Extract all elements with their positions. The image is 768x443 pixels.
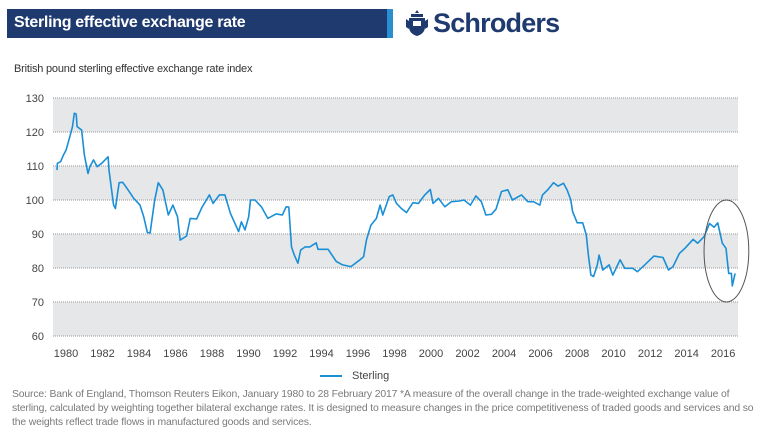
crest-icon: [406, 10, 428, 36]
x-tick-label: 2012: [638, 348, 662, 360]
schroders-logo: Schroders: [405, 7, 560, 38]
x-tick-label: 2004: [492, 348, 516, 360]
legend-swatch-sterling: [320, 375, 342, 377]
y-tick-label: 90: [32, 229, 44, 241]
title-accent: [387, 9, 393, 38]
x-tick-label: 2008: [565, 348, 589, 360]
x-tick-label: 2002: [455, 348, 479, 360]
legend: Sterling: [320, 370, 389, 382]
grid-band: [53, 166, 738, 200]
y-tick-label: 80: [32, 263, 44, 275]
x-tick-label: 1990: [236, 348, 260, 360]
brand-name: Schroders: [433, 7, 560, 38]
y-tick-label: 110: [26, 161, 44, 173]
legend-label-sterling: Sterling: [352, 370, 390, 382]
x-tick-label: 2016: [711, 348, 735, 360]
source-note: Source: Bank of England, Thomson Reuters…: [12, 389, 754, 428]
y-tick-label: 130: [26, 93, 44, 105]
x-tick-label: 1984: [127, 348, 151, 360]
chart-subtitle: British pound sterling effective exchang…: [14, 63, 253, 75]
grid-band: [53, 234, 738, 268]
x-tick-label: 1996: [346, 348, 370, 360]
chart-title: Sterling effective exchange rate: [14, 14, 246, 31]
x-tick-label: 1980: [54, 348, 78, 360]
x-tick-label: 2000: [419, 348, 443, 360]
grid-band: [53, 98, 738, 132]
x-tick-label: 1998: [382, 348, 406, 360]
x-tick-label: 2010: [601, 348, 625, 360]
x-tick-label: 1992: [273, 348, 297, 360]
x-tick-label: 1994: [309, 348, 333, 360]
x-tick-label: 1988: [200, 348, 224, 360]
highlight-ellipse: [703, 199, 750, 303]
y-tick-label: 60: [32, 331, 44, 343]
title-bar: Sterling effective exchange rate: [7, 9, 393, 38]
series-line-sterling: [56, 112, 736, 287]
y-tick-label: 70: [32, 297, 44, 309]
y-tick-label: 100: [26, 195, 44, 207]
grid-band: [53, 302, 738, 336]
y-tick-label: 120: [26, 127, 44, 139]
x-tick-label: 1986: [163, 348, 187, 360]
x-tick-label: 1982: [90, 348, 114, 360]
x-tick-label: 2006: [528, 348, 552, 360]
x-tick-label: 2014: [674, 348, 698, 360]
